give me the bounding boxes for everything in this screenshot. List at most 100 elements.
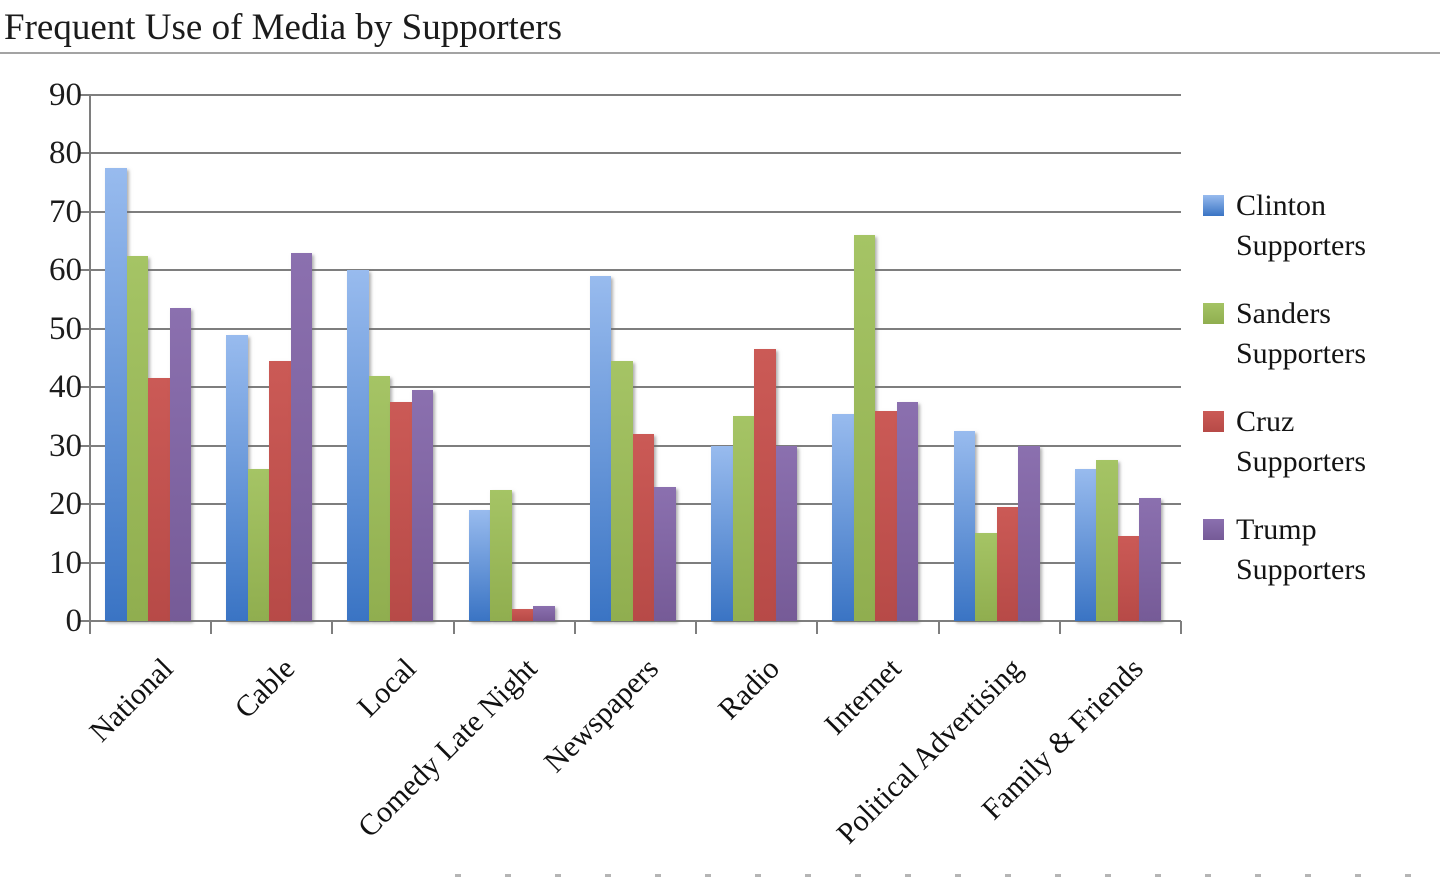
y-axis-line <box>89 95 91 621</box>
x-axis-tick <box>1058 621 1061 634</box>
bar-clinton-2 <box>226 334 248 621</box>
y-axis-label: 20 <box>49 486 82 523</box>
bar-sanders-7 <box>853 235 876 621</box>
bottom-edge-dash <box>1305 874 1311 877</box>
legend-item: Sanders Supporters <box>1203 294 1433 374</box>
legend-item: Clinton Supporters <box>1203 186 1433 266</box>
y-axis-tick <box>80 94 90 96</box>
bar-trump-4 <box>533 606 555 621</box>
x-axis-label: National <box>83 651 180 749</box>
bar-sanders-3 <box>368 375 391 621</box>
legend-label: Clinton Supporters <box>1236 189 1366 262</box>
bar-sanders-2 <box>247 469 270 621</box>
y-axis-label: 10 <box>49 544 82 581</box>
bar-cruz-2 <box>269 360 291 621</box>
y-axis-tick <box>80 269 90 272</box>
bottom-edge-dash <box>855 874 861 877</box>
y-axis-label: 30 <box>49 427 82 464</box>
bar-cruz-4 <box>511 609 534 621</box>
bar-clinton-9 <box>1074 469 1097 621</box>
x-axis-tick <box>695 621 698 634</box>
bottom-edge-dash <box>705 874 711 877</box>
y-axis-tick <box>80 503 90 506</box>
x-axis-tick <box>452 621 455 634</box>
bar-trump-7 <box>896 401 919 621</box>
y-axis-tick <box>80 152 90 155</box>
gridline <box>90 152 1181 155</box>
bottom-edge-dash <box>755 874 761 877</box>
bottom-edge-dash <box>1255 874 1261 877</box>
legend-item: Trump Supporters <box>1203 510 1433 590</box>
x-axis-tick <box>331 621 334 634</box>
chart-title: Frequent Use of Media by Supporters <box>4 7 562 48</box>
bar-sanders-8 <box>975 533 997 621</box>
bottom-edge-dash <box>1055 874 1061 877</box>
legend-swatch-icon <box>1203 519 1224 540</box>
y-axis-tick <box>80 561 90 564</box>
x-axis-tick <box>816 621 819 634</box>
bottom-edge-dash <box>1355 874 1361 877</box>
legend-item: Cruz Supporters <box>1203 402 1433 482</box>
legend-label: Sanders Supporters <box>1236 297 1366 370</box>
x-axis-tick <box>1180 621 1182 634</box>
x-axis-label: Local <box>350 651 423 724</box>
gridline <box>90 269 1181 272</box>
bar-trump-1 <box>169 308 191 621</box>
bottom-edge-dash <box>1155 874 1161 877</box>
bar-clinton-4 <box>468 509 491 621</box>
x-axis-label: Radio <box>712 651 787 726</box>
bar-trump-2 <box>290 252 313 621</box>
bottom-edge-dash <box>655 874 661 877</box>
bottom-edge-dash <box>1005 874 1011 877</box>
legend: Clinton Supporters Sanders Supporters Cruz… <box>1203 186 1433 618</box>
bottom-edge-dash <box>955 874 961 877</box>
x-axis-tick <box>937 621 940 634</box>
bar-cruz-6 <box>754 349 776 621</box>
bar-clinton-1 <box>105 168 127 621</box>
bar-cruz-9 <box>1117 536 1140 621</box>
bar-trump-3 <box>411 390 434 621</box>
bar-clinton-7 <box>832 413 854 621</box>
x-axis-label: Internet <box>817 651 908 742</box>
title-divider <box>0 52 1440 54</box>
x-axis-tick <box>89 621 91 634</box>
y-axis-tick <box>80 386 90 389</box>
bar-cruz-5 <box>632 433 655 621</box>
x-axis-tick <box>210 621 213 634</box>
bar-sanders-9 <box>1096 460 1118 621</box>
x-axis-line <box>81 620 1181 622</box>
gridline <box>90 94 1181 96</box>
gridline <box>90 210 1181 213</box>
bottom-edge-dash <box>805 874 811 877</box>
y-axis-label: 60 <box>49 252 82 289</box>
bar-cruz-1 <box>148 378 170 621</box>
legend-swatch-icon <box>1203 195 1224 216</box>
legend-swatch-icon <box>1203 411 1224 432</box>
y-axis-label: 80 <box>49 135 82 172</box>
y-axis-tick <box>80 327 90 330</box>
gridline <box>90 327 1181 330</box>
x-axis-label: Cable <box>228 651 302 725</box>
bottom-edge-dash <box>905 874 911 877</box>
bar-sanders-6 <box>732 416 755 621</box>
y-axis-label: 90 <box>49 77 82 113</box>
bottom-edge-dash <box>605 874 611 877</box>
x-axis-label: Newspapers <box>537 651 665 779</box>
y-axis-tick <box>80 444 90 447</box>
bottom-edge-dash <box>555 874 561 877</box>
legend-swatch-icon <box>1203 303 1224 324</box>
bar-trump-8 <box>1018 445 1040 621</box>
bottom-edge-dash <box>1105 874 1111 877</box>
x-axis-tick <box>573 621 576 634</box>
bottom-edge-dash <box>1205 874 1211 877</box>
legend-label: Cruz Supporters <box>1236 405 1366 478</box>
bar-clinton-3 <box>347 270 369 621</box>
bar-trump-9 <box>1139 498 1161 621</box>
bar-cruz-7 <box>875 410 897 621</box>
bar-sanders-4 <box>490 489 512 621</box>
bar-clinton-8 <box>953 431 976 621</box>
y-axis-label: 70 <box>49 193 82 230</box>
bottom-edge-dash <box>455 874 461 877</box>
bar-trump-6 <box>775 445 798 621</box>
bar-sanders-1 <box>126 255 148 621</box>
